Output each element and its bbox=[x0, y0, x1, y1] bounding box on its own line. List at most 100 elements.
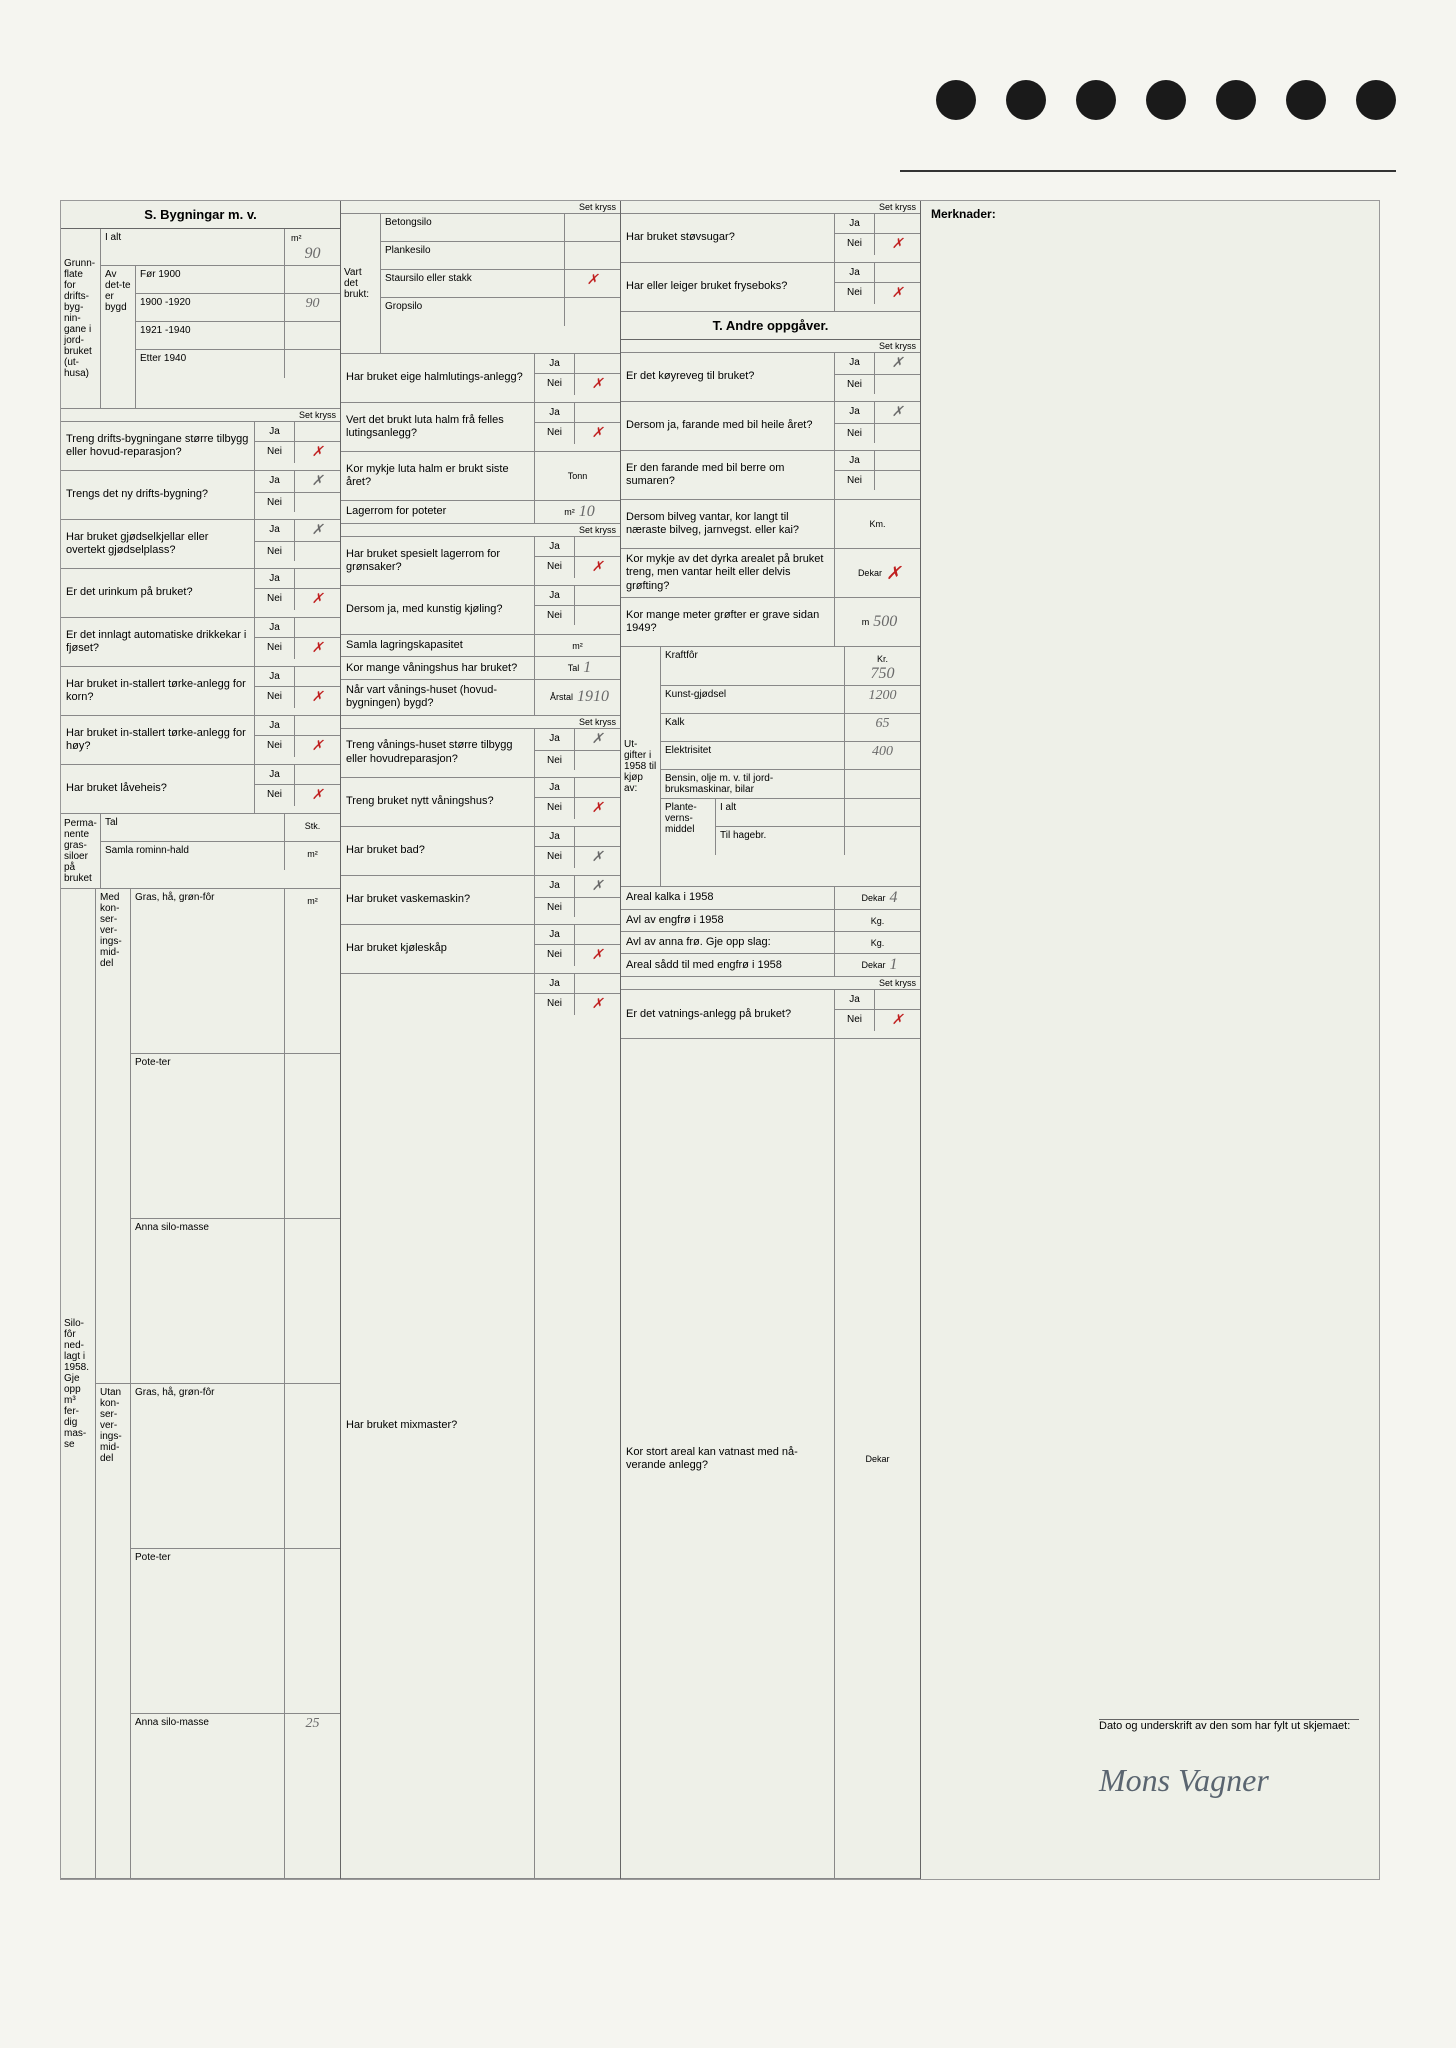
merknader-label: Merknader: bbox=[931, 207, 1369, 221]
anna1-label: Anna silo-masse bbox=[131, 1219, 285, 1383]
c2q12-nei: ✗ bbox=[575, 847, 620, 868]
c3q12-label: Areal sådd til med engfrø i 1958 bbox=[621, 954, 835, 976]
c2q8-val: 1 bbox=[583, 659, 591, 677]
c3q14-label: Kor stort areal kan vatnast med nå-veran… bbox=[621, 1039, 835, 1878]
elektrisitet-val: 400 bbox=[845, 742, 920, 769]
q6-label: Har bruket in-stallert tørke-anlegg for … bbox=[61, 667, 255, 715]
c3q6-label: Dersom bilveg vantar, kor langt til næra… bbox=[621, 500, 835, 548]
c2q15-label: Har bruket mixmaster? bbox=[341, 974, 535, 1878]
c3q4-label: Dersom ja, farande med bil heile året? bbox=[621, 402, 835, 450]
c2q10-ja: ✗ bbox=[575, 729, 620, 750]
c2q5-nei: ✗ bbox=[575, 557, 620, 578]
section-t-header: T. Andre oppgåver. bbox=[621, 312, 920, 340]
c2q9-label: Når vart vånings-huset (hovud-bygningen)… bbox=[341, 680, 535, 714]
p1921-label: 1921 -1940 bbox=[136, 322, 285, 349]
betong-label: Betongsilo bbox=[381, 214, 565, 241]
c2q13-label: Har bruket vaskemaskin? bbox=[341, 876, 535, 924]
q5-label: Er det innlagt automatiske drikkekar i f… bbox=[61, 618, 255, 666]
q2-ja: ✗ bbox=[295, 471, 340, 492]
setkryss-3c: Set kryss bbox=[621, 977, 920, 990]
setkryss-2: Set kryss bbox=[341, 201, 620, 214]
ialt-label: I alt bbox=[101, 229, 285, 265]
p1900-value: 90 bbox=[285, 294, 340, 321]
c2q1-nei: ✗ bbox=[575, 374, 620, 395]
c3q9-val: 4 bbox=[890, 889, 898, 907]
c2q13-ja: ✗ bbox=[575, 876, 620, 897]
signature-text: Mons Vagner bbox=[1099, 1762, 1359, 1799]
c3q9-label: Areal kalka i 1958 bbox=[621, 887, 835, 909]
gras2-label: Gras, hå, grøn-fôr bbox=[131, 1384, 285, 1548]
etter1940-label: Etter 1940 bbox=[136, 350, 285, 378]
binder-holes bbox=[936, 80, 1396, 120]
silofor-label: Silo-fôr ned-lagt i 1958. Gje opp m³ fer… bbox=[61, 889, 96, 1878]
setkryss-3: Set kryss bbox=[621, 201, 920, 214]
c3q12-val: 1 bbox=[890, 956, 898, 974]
grunnflate-side-label: Grunn-flate for drifts-byg-nin-gane i jo… bbox=[61, 229, 101, 408]
grop-label: Gropsilo bbox=[381, 298, 565, 326]
c3q5-label: Er den farande med bil berre om sumaren? bbox=[621, 451, 835, 499]
c2q1-label: Har bruket eige halmlutings-anlegg? bbox=[341, 354, 535, 402]
ialt-label-2: I alt bbox=[716, 799, 845, 826]
staur-label: Staursilo eller stakk bbox=[381, 270, 565, 297]
q4-nei: ✗ bbox=[295, 589, 340, 610]
ialt-value: 90 bbox=[305, 245, 321, 262]
avdette-label: Av det-te er bygd bbox=[101, 266, 136, 408]
bensin-label: Bensin, olje m. v. til jord-bruksmaskina… bbox=[661, 770, 845, 798]
c2q8-label: Kor mange våningshus har bruket? bbox=[341, 657, 535, 679]
staur-val: ✗ bbox=[565, 270, 620, 297]
setkryss-3b: Set kryss bbox=[621, 340, 920, 353]
kraftfor-val: 750 bbox=[871, 665, 895, 682]
c2q11-label: Treng bruket nytt våningshus? bbox=[341, 778, 535, 826]
c3q3-ja: ✗ bbox=[875, 353, 920, 374]
c3q7-label: Kor mykje av det dyrka arealet på bruket… bbox=[621, 549, 835, 597]
pot1-label: Pote-ter bbox=[131, 1054, 285, 1218]
c3q13-nei: ✗ bbox=[875, 1010, 920, 1031]
c2q14-nei: ✗ bbox=[575, 945, 620, 966]
setkryss-1: Set kryss bbox=[61, 409, 340, 422]
q6-nei: ✗ bbox=[295, 687, 340, 708]
pot2-label: Pote-ter bbox=[131, 1549, 285, 1713]
q8-nei: ✗ bbox=[295, 785, 340, 806]
c2q12-label: Har bruket bad? bbox=[341, 827, 535, 875]
q3-label: Har bruket gjødselkjellar eller overtekt… bbox=[61, 520, 255, 568]
c3q3-label: Er det køyreveg til bruket? bbox=[621, 353, 835, 401]
column-notes: Merknader: bbox=[921, 201, 1379, 1879]
c2q9-val: 1910 bbox=[577, 688, 609, 706]
for1900-label: Før 1900 bbox=[136, 266, 285, 293]
kalk-label: Kalk bbox=[661, 714, 845, 741]
q4-label: Er det urinkum på bruket? bbox=[61, 569, 255, 617]
plante-label: Plante-verns-middel bbox=[661, 799, 716, 855]
c3q8-val: 500 bbox=[873, 613, 897, 631]
c3q1-nei: ✗ bbox=[875, 234, 920, 255]
form-page: S. Bygningar m. v. Grunn-flate for drift… bbox=[60, 200, 1380, 1880]
anna2-val: 25 bbox=[285, 1714, 340, 1878]
m2-unit: m² bbox=[287, 231, 338, 245]
c2q2-label: Vert det brukt luta halm frå felles luti… bbox=[341, 403, 535, 451]
utgifter-label: Ut-gifter i 1958 til kjøp av: bbox=[621, 647, 661, 886]
c2q4-label: Lagerrom for poteter bbox=[341, 501, 535, 523]
samla-label: Samla rominn-hald bbox=[101, 842, 285, 870]
q7-label: Har bruket in-stallert tørke-anlegg for … bbox=[61, 716, 255, 764]
setkryss-2c: Set kryss bbox=[341, 716, 620, 729]
setkryss-2b: Set kryss bbox=[341, 524, 620, 537]
signature-label: Dato og underskrift av den som har fylt … bbox=[1099, 1720, 1359, 1732]
q7-nei: ✗ bbox=[295, 736, 340, 757]
q5-nei: ✗ bbox=[295, 638, 340, 659]
elektrisitet-label: Elektrisitet bbox=[661, 742, 845, 769]
c2q11-nei: ✗ bbox=[575, 798, 620, 819]
c2q10-label: Treng vånings-huset større tilbygg eller… bbox=[341, 729, 535, 777]
med-label: Med kon-ser-ver-ings-mid-del bbox=[96, 889, 131, 1383]
tal-label: Tal bbox=[101, 814, 285, 841]
q1-nei: ✗ bbox=[295, 442, 340, 463]
tilhage-label: Til hagebr. bbox=[716, 827, 845, 855]
perm-label: Perma-nente gras-siloer på bruket bbox=[61, 814, 101, 888]
c2q6-label: Dersom ja, med kunstig kjøling? bbox=[341, 586, 535, 634]
c3q2-label: Har eller leiger bruket fryseboks? bbox=[621, 263, 835, 311]
c3q10-label: Avl av engfrø i 1958 bbox=[621, 910, 835, 931]
top-rule bbox=[900, 170, 1396, 172]
q1-label: Treng drifts-bygningane større tilbygg e… bbox=[61, 422, 255, 470]
kalk-val: 65 bbox=[845, 714, 920, 741]
vart-label: Vart det brukt: bbox=[341, 214, 381, 353]
c3q7-val: ✗ bbox=[886, 563, 901, 584]
c2q4-val: 10 bbox=[579, 503, 595, 521]
